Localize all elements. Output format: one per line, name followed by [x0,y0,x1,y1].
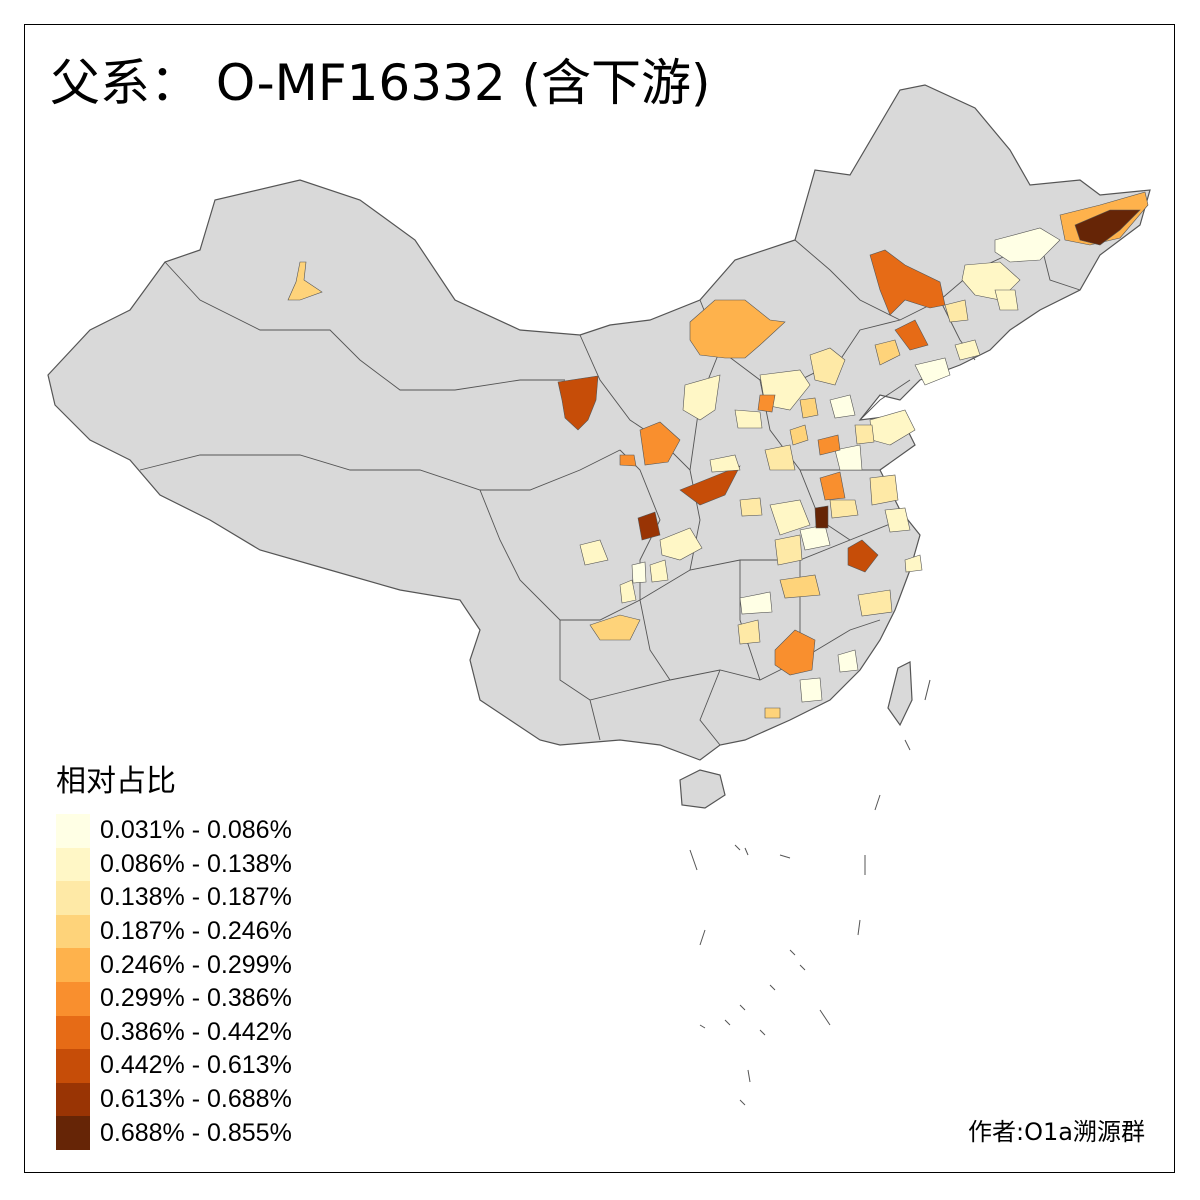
legend-rows: 0.031% - 0.086% 0.086% - 0.138% 0.138% - 0… [56,814,292,1150]
legend-swatch [56,1082,90,1117]
legend-swatch [56,881,90,915]
legend-title: 相对占比 [56,764,176,799]
legend-label: 0.299% - 0.386% [100,984,292,1013]
legend-swatch [56,814,90,848]
legend-swatch [56,1116,90,1150]
legend-label: 0.187% - 0.246% [100,917,292,946]
hainan-outline [679,769,726,809]
legend-label: 0.613% - 0.688% [100,1085,292,1114]
legend-swatch [56,847,90,882]
legend-swatch [56,914,90,949]
legend-item: 0.246% - 0.299% [56,948,292,982]
legend-label: 0.442% - 0.613% [100,1051,292,1080]
legend: 相对占比 0.031% - 0.086% 0.086% - 0.138% 0.138… [56,756,292,1150]
legend-item: 0.138% - 0.187% [56,881,292,915]
legend-item: 0.299% - 0.386% [56,981,292,1016]
prefecture-fills [287,191,1149,719]
legend-item: 0.031% - 0.086% [56,814,292,848]
legend-label: 0.246% - 0.299% [100,950,292,979]
legend-swatch [56,1049,90,1083]
legend-item: 0.613% - 0.688% [56,1082,292,1117]
map-frame [24,24,1175,1173]
taiwan-outline [887,661,913,727]
legend-item: 0.187% - 0.246% [56,914,292,949]
legend-swatch [56,948,90,982]
legend-swatch [56,981,90,1016]
author-credit: 作者:O1a溯源群 [968,1118,1145,1146]
island-marks [689,679,931,1106]
map-title: 父系： O-MF16332 (含下游) [50,54,711,112]
legend-label: 0.386% - 0.442% [100,1017,292,1046]
legend-label: 0.688% - 0.855% [100,1118,292,1147]
mainland-outline [47,84,1151,761]
legend-label: 0.086% - 0.138% [100,849,292,878]
legend-item: 0.386% - 0.442% [56,1015,292,1050]
legend-item: 0.688% - 0.855% [56,1116,292,1150]
legend-item: 0.086% - 0.138% [56,847,292,882]
legend-swatch [56,1015,90,1050]
legend-item: 0.442% - 0.613% [56,1049,292,1083]
legend-label: 0.031% - 0.086% [100,816,292,845]
legend-label: 0.138% - 0.187% [100,883,292,912]
